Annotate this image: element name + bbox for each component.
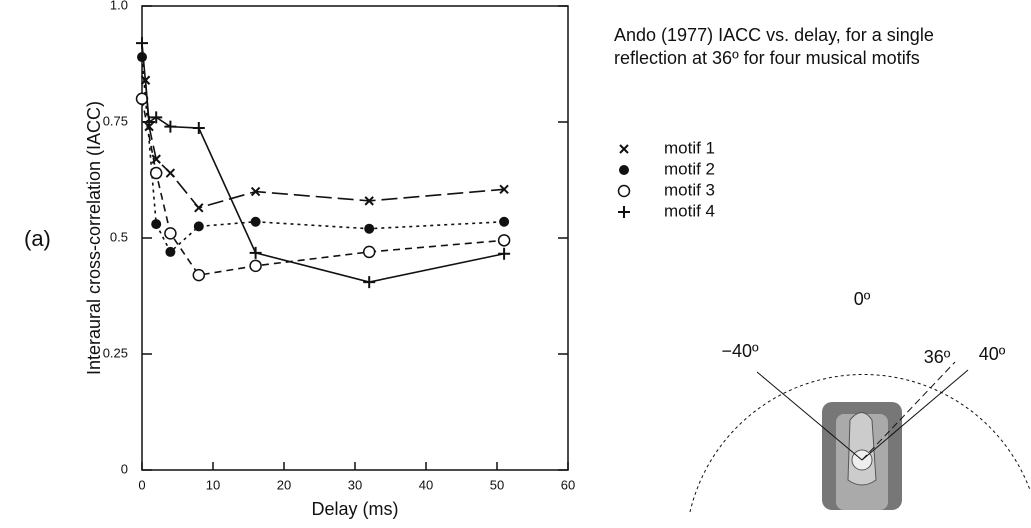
marker bbox=[137, 52, 147, 63]
arc bbox=[689, 374, 1031, 513]
marker bbox=[362, 245, 376, 259]
y-axis-label: Interaural cross-correlation (IACC) bbox=[84, 101, 104, 375]
y-tick-label: 0.75 bbox=[103, 113, 128, 128]
marker bbox=[250, 216, 261, 227]
series-line bbox=[141, 98, 505, 276]
marker bbox=[364, 223, 375, 234]
marker bbox=[249, 246, 262, 259]
marker bbox=[194, 203, 204, 213]
legend-label: motif 3 bbox=[664, 180, 715, 199]
y-tick-label: 0 bbox=[121, 461, 128, 476]
angle-label: 36º bbox=[924, 347, 951, 367]
marker bbox=[165, 168, 176, 178]
angle-label: −40º bbox=[721, 341, 759, 361]
x-tick-label: 0 bbox=[138, 477, 145, 492]
legend-marker bbox=[619, 165, 629, 175]
x-tick-label: 20 bbox=[277, 477, 291, 492]
marker bbox=[136, 37, 148, 50]
x-tick-label: 10 bbox=[206, 477, 220, 492]
marker bbox=[135, 92, 149, 106]
marker bbox=[149, 166, 163, 180]
marker bbox=[364, 196, 374, 206]
ray-minus40 bbox=[756, 371, 863, 461]
marker bbox=[150, 111, 163, 124]
x-tick-label: 50 bbox=[490, 477, 504, 492]
legend-label: motif 2 bbox=[664, 159, 715, 178]
marker bbox=[250, 186, 261, 197]
panel-label: (a) bbox=[24, 226, 51, 251]
marker bbox=[499, 184, 509, 194]
series-line bbox=[141, 43, 505, 283]
angle-label: 0º bbox=[854, 289, 871, 309]
x-tick-label: 60 bbox=[561, 477, 575, 492]
marker bbox=[164, 227, 177, 240]
marker bbox=[165, 246, 176, 257]
marker bbox=[151, 219, 162, 230]
angle-label: 40º bbox=[979, 344, 1006, 364]
ray-40 bbox=[861, 369, 969, 461]
legend-label: motif 4 bbox=[664, 201, 715, 220]
marker bbox=[363, 276, 376, 289]
legend-marker bbox=[617, 184, 631, 198]
ray-36 bbox=[861, 361, 956, 461]
marker bbox=[192, 122, 205, 135]
marker bbox=[192, 268, 206, 282]
listener-diagram: 0º −40º 36º 40º bbox=[689, 289, 1031, 513]
listener bbox=[847, 412, 877, 486]
x-axis-label: Delay (ms) bbox=[311, 499, 398, 519]
y-tick-label: 0.5 bbox=[110, 229, 128, 244]
marker bbox=[497, 234, 511, 247]
chart-title: Ando (1977) IACC vs. delay, for a single… bbox=[614, 25, 934, 68]
legend-label: motif 1 bbox=[664, 138, 715, 157]
marker bbox=[498, 247, 511, 260]
series-line bbox=[144, 80, 505, 209]
marker bbox=[164, 120, 177, 133]
marker bbox=[193, 221, 204, 232]
y-tick-label: 0.25 bbox=[103, 345, 128, 360]
marker bbox=[143, 116, 156, 128]
legend-marker bbox=[618, 206, 630, 218]
x-tick-label: 40 bbox=[419, 477, 433, 492]
x-tick-label: 30 bbox=[348, 477, 362, 492]
y-tick-label: 1.0 bbox=[110, 0, 128, 12]
marker bbox=[249, 259, 262, 273]
marker bbox=[499, 216, 510, 227]
legend-marker bbox=[619, 144, 629, 154]
